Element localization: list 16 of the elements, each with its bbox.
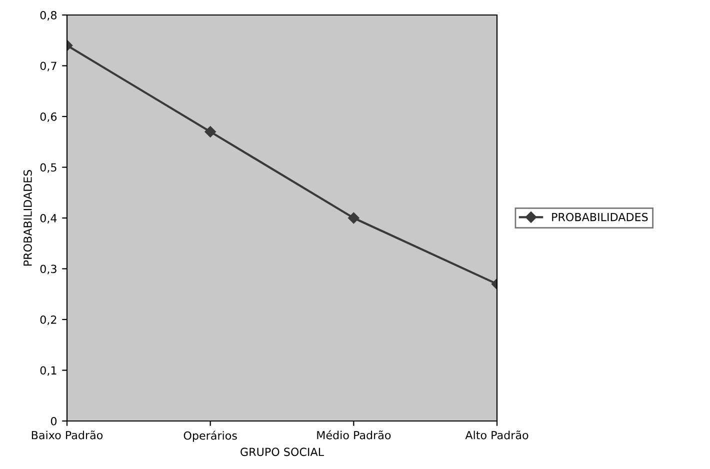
x-tick-label: Operários <box>184 430 237 442</box>
x-tick-label: Alto Padrão <box>465 430 528 440</box>
y-axis-title: PROBABILIDADES <box>23 170 32 266</box>
y-tick-label: 0,7 <box>40 62 56 72</box>
legend-label: PROBABILIDADES <box>552 212 648 222</box>
x-tick-label: Baixo Padrão <box>32 430 103 440</box>
y-tick-label: 0 <box>50 416 57 426</box>
y-tick-label: 0,5 <box>40 163 56 173</box>
x-axis-title: GRUPO SOCIAL <box>240 448 324 456</box>
x-tick-label: Médio Padrão <box>317 430 391 440</box>
y-tick-label: 0,3 <box>40 264 56 274</box>
y-tick-label: 0,8 <box>40 10 57 21</box>
y-tick-label: 0,6 <box>40 112 57 122</box>
y-tick-label: 0,2 <box>40 315 56 326</box>
y-tick-label: 0,1 <box>40 366 56 376</box>
y-tick-label: 0,4 <box>40 214 57 224</box>
